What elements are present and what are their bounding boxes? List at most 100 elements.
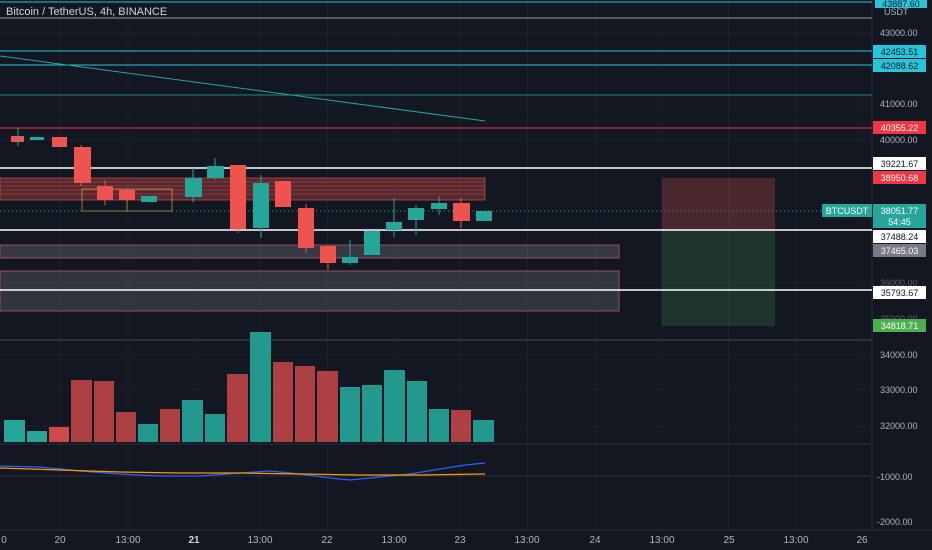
price-tick: 41000.00 <box>880 99 918 109</box>
current-price-text: 38051.77 <box>881 206 919 216</box>
current-price-tag <box>873 204 926 228</box>
volume-bar <box>273 362 293 442</box>
volume-bar <box>473 420 494 442</box>
price-tick: 33000.00 <box>880 385 918 395</box>
time-label: 13:00 <box>649 535 674 546</box>
indicator-line-blue <box>0 462 486 481</box>
volume-bar <box>138 424 158 442</box>
price-tick: 43000.00 <box>880 28 918 38</box>
volume-bar <box>94 381 114 442</box>
volume-bar <box>317 371 338 442</box>
volume-bar <box>429 409 449 442</box>
volume-bar <box>27 431 47 442</box>
volume-bar <box>362 385 382 442</box>
time-label: 20 <box>54 535 66 546</box>
time-label: 25 <box>723 535 735 546</box>
price-tag <box>873 319 926 332</box>
time-label: 21 <box>188 535 200 546</box>
volume-bar <box>340 387 360 442</box>
time-label: 24 <box>589 535 601 546</box>
price-tick-partial: 36000.00 <box>880 278 918 288</box>
volume-bar <box>182 400 203 442</box>
price-tag-text: 34818.71 <box>881 321 919 331</box>
time-label: 13:00 <box>381 535 406 546</box>
candle <box>52 137 67 147</box>
candle <box>476 211 492 221</box>
price-tick: 32000.00 <box>880 421 918 431</box>
price-tag <box>873 230 926 243</box>
price-tag <box>873 45 926 58</box>
price-tag-text: 37465.03 <box>881 246 919 256</box>
candle <box>320 246 336 263</box>
price-tag <box>873 171 926 184</box>
candle <box>207 166 224 178</box>
volume-bar <box>205 414 225 442</box>
volume-bar <box>407 381 427 442</box>
time-label: 13:00 <box>514 535 539 546</box>
candle <box>230 165 246 229</box>
time-axis[interactable]: 0 20 13:00 21 13:00 22 13:00 23 13:00 24… <box>1 535 868 546</box>
price-tag-top <box>875 0 927 8</box>
candle <box>97 186 113 200</box>
candle <box>185 178 202 197</box>
price-tag-text: 38950.68 <box>881 173 919 183</box>
candle <box>364 231 380 255</box>
volume-bar <box>49 427 69 442</box>
candle <box>408 208 424 220</box>
price-tag-text: 40355.22 <box>881 123 919 133</box>
price-scale-tags: 43887.60 43000.00 41000.00 40000.00 3600… <box>822 0 927 527</box>
volume-bar <box>295 366 315 442</box>
price-tick: 40000.00 <box>880 135 918 145</box>
price-tag-text: 39221.67 <box>881 159 919 169</box>
volume-bar <box>4 420 25 442</box>
candle <box>431 203 447 209</box>
price-tag-text: 37488.24 <box>881 232 919 242</box>
bar-countdown-text: 54:45 <box>888 217 911 227</box>
price-tag <box>873 121 926 134</box>
price-tick: -1000.00 <box>877 472 913 482</box>
price-tag-text: 42453.51 <box>881 47 919 57</box>
candle <box>342 257 358 263</box>
price-tick: -2000.00 <box>877 517 913 527</box>
price-tick: 34000.00 <box>880 350 918 360</box>
time-label: 23 <box>454 535 466 546</box>
time-label: 22 <box>321 535 333 546</box>
price-tag <box>873 59 926 72</box>
price-tag-text: 35793.67 <box>881 288 919 298</box>
candle <box>141 196 157 202</box>
symbol-tag <box>822 204 872 217</box>
time-label: 13:00 <box>247 535 272 546</box>
time-label: 26 <box>856 535 868 546</box>
symbol-title[interactable]: Bitcoin / TetherUS, 4h, BINANCE <box>6 6 168 18</box>
trend-line[interactable] <box>0 55 486 122</box>
symbol-tag-text: BTCUSDT <box>826 206 869 216</box>
candle <box>386 222 402 230</box>
candle <box>119 190 135 200</box>
time-label: 13:00 <box>115 535 140 546</box>
volume-bar <box>160 409 180 442</box>
candle <box>74 147 91 183</box>
position-target-area[interactable] <box>662 230 775 326</box>
volume-bars <box>4 332 494 442</box>
indicator-line-orange <box>0 467 486 476</box>
price-scale-unit[interactable]: USDT <box>884 7 909 17</box>
candle <box>253 183 269 228</box>
candle <box>453 203 470 221</box>
position-stop-area[interactable] <box>662 178 775 230</box>
volume-bar <box>71 380 92 442</box>
price-tag <box>873 286 926 299</box>
price-tag-text: 42088.62 <box>881 61 919 71</box>
price-tag-top-text: 43887.60 <box>882 0 920 9</box>
volume-bar <box>451 410 471 442</box>
price-tag <box>873 244 926 257</box>
volume-bar <box>227 374 248 442</box>
time-label: 13:00 <box>783 535 808 546</box>
demand-zone-lower[interactable] <box>0 270 620 312</box>
candle <box>275 181 291 207</box>
volume-bar <box>116 412 136 442</box>
candle <box>30 137 44 140</box>
volume-bar <box>250 332 271 442</box>
price-tag <box>873 157 926 170</box>
candles <box>11 128 492 270</box>
